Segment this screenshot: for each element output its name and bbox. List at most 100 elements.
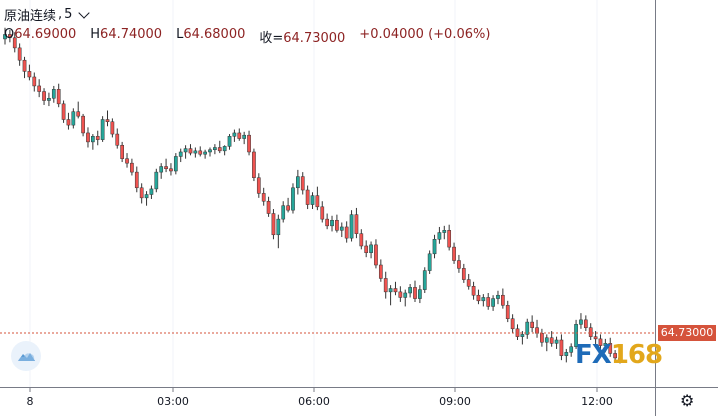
chevron-down-icon[interactable] <box>78 6 91 19</box>
candle-body <box>505 305 510 319</box>
candle-body <box>418 289 422 299</box>
candle-body <box>422 270 427 290</box>
candle-body <box>354 214 359 234</box>
candle-body <box>300 176 305 191</box>
candle-body <box>618 357 622 362</box>
candle-body <box>261 193 266 202</box>
candle-body <box>603 343 608 346</box>
candle-body <box>315 195 320 208</box>
candle-body <box>47 98 51 101</box>
candle-body <box>496 294 500 299</box>
candle-body <box>217 147 222 152</box>
candle-body <box>71 111 76 126</box>
candle-body <box>374 244 378 266</box>
candle-body <box>203 151 207 155</box>
candle-body <box>8 34 12 39</box>
logo-number-text: 168 <box>610 340 663 370</box>
candle-body <box>37 85 42 92</box>
candle-body <box>452 246 456 261</box>
x-tick-label: 8 <box>27 395 34 408</box>
candle-body <box>91 136 95 143</box>
interval-separator: , <box>58 7 63 22</box>
candle-body <box>393 288 398 293</box>
legend-header: 原油连续 , 5 O64.69000 H64.74000 L64.68000 收… <box>0 0 655 50</box>
candle-body <box>398 291 403 298</box>
candle-body <box>178 151 183 157</box>
candle-body <box>378 264 383 279</box>
candle-body <box>476 294 481 302</box>
candle-body <box>481 297 486 302</box>
candle-body <box>403 292 408 298</box>
candle-body <box>442 230 447 233</box>
fx168-logo: FX168 <box>575 340 663 370</box>
candle-body <box>61 103 66 120</box>
candle-body <box>139 187 144 199</box>
cloud-logo-icon[interactable] <box>11 341 41 371</box>
candle-body <box>256 177 261 194</box>
candle-body <box>574 324 578 347</box>
candle-body <box>320 206 325 220</box>
candle-body <box>554 339 559 344</box>
open-value: 64.69000 <box>14 27 77 42</box>
x-tick-label: 06:00 <box>298 395 330 408</box>
symbol-name: 原油连续 <box>4 9 57 24</box>
candle-body <box>369 244 373 253</box>
candle-body <box>222 146 227 152</box>
high-value: 64.74000 <box>100 27 163 42</box>
candle-body <box>232 132 237 137</box>
candle-body <box>525 321 530 335</box>
candle-body <box>432 239 437 255</box>
high-label: H <box>90 27 101 42</box>
candle-body <box>335 219 339 231</box>
symbol-row[interactable]: 原油连续 , 5 <box>4 5 91 24</box>
candle-body <box>408 287 412 294</box>
candle-body <box>276 218 281 236</box>
candle-body <box>427 253 432 271</box>
candle-body <box>110 121 115 135</box>
candle-body <box>100 119 105 140</box>
candle-body <box>305 189 310 205</box>
candle-body <box>349 214 354 239</box>
candle-body <box>237 132 242 139</box>
candle-body <box>569 346 574 353</box>
candle-body <box>17 47 22 61</box>
candle-body <box>359 233 364 247</box>
candle-body <box>27 71 32 78</box>
candle-body <box>598 338 603 346</box>
candle-body <box>549 337 554 344</box>
time-axis: 8 03:00 06:00 09:00 12:00 <box>27 388 613 408</box>
candle-body <box>286 205 290 211</box>
candle-body <box>42 91 46 101</box>
grid-lines <box>29 0 598 387</box>
candle-body <box>330 219 334 227</box>
candle-body <box>608 343 613 354</box>
candle-body <box>173 156 178 172</box>
candle-body <box>208 149 212 153</box>
candle-body <box>32 76 37 87</box>
ohlc-row: O64.69000 H64.74000 L64.68000 收=64.73000… <box>4 27 490 46</box>
candle-body <box>579 319 583 325</box>
candle-body <box>144 194 149 199</box>
candle-body <box>95 136 100 140</box>
candle-body <box>66 119 71 126</box>
candle-body <box>583 319 588 328</box>
candle-body <box>242 134 247 139</box>
open-label: O <box>4 27 15 42</box>
candle-body <box>125 158 129 164</box>
candle-body <box>193 150 198 154</box>
candle-body <box>76 111 81 117</box>
candle-body <box>564 352 569 356</box>
candle-body <box>130 162 134 173</box>
candle-body <box>281 205 286 220</box>
candle-body <box>364 245 369 253</box>
candle-body <box>56 89 61 105</box>
low-value: 64.68000 <box>183 27 246 42</box>
gear-icon[interactable]: ⚙ <box>680 391 695 410</box>
candle-body <box>339 226 344 231</box>
candle-body <box>486 297 491 307</box>
candle-body <box>461 268 466 280</box>
candle-body <box>491 298 495 307</box>
candle-body <box>86 132 90 143</box>
close-label: 收= <box>259 31 284 46</box>
